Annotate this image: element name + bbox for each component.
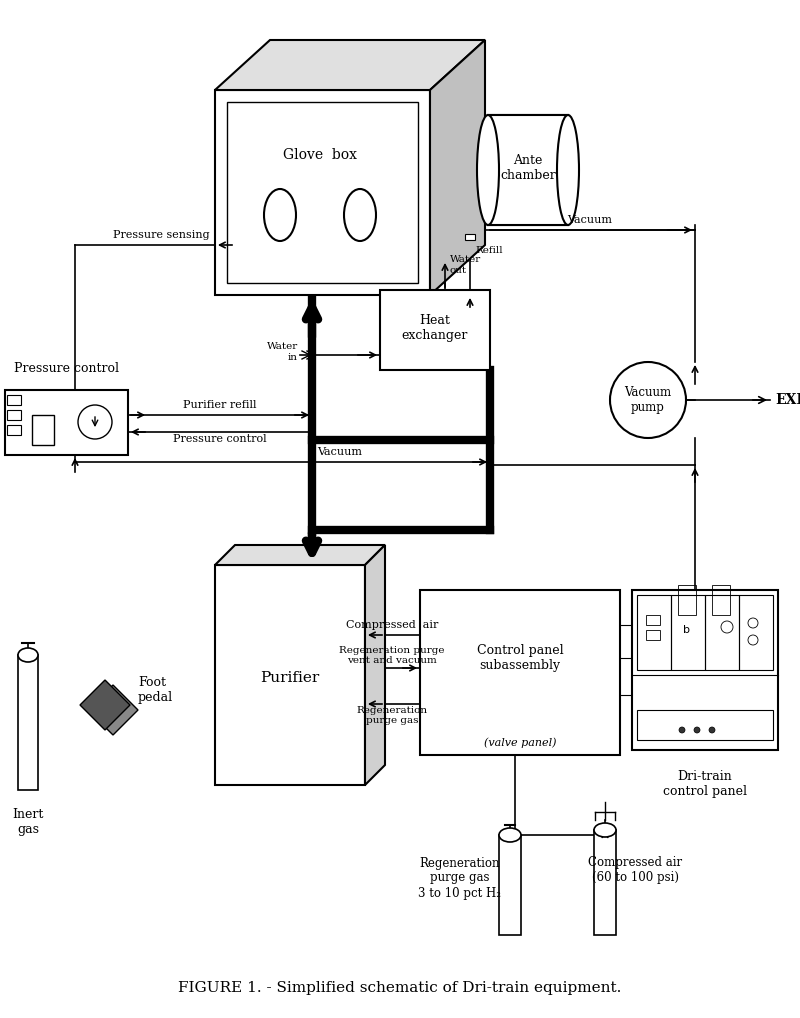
Text: Compressed air
(60 to 100 psi): Compressed air (60 to 100 psi) (588, 856, 682, 884)
Text: Heat
exchanger: Heat exchanger (402, 314, 468, 342)
Polygon shape (215, 90, 430, 295)
Bar (7, 410, 21, 420)
Text: Water
out: Water out (450, 256, 482, 275)
FancyBboxPatch shape (380, 290, 490, 370)
Ellipse shape (18, 648, 38, 662)
Circle shape (78, 405, 112, 439)
Circle shape (610, 362, 686, 438)
Text: Regeneration
purge gas: Regeneration purge gas (357, 706, 427, 726)
Ellipse shape (557, 115, 579, 225)
Text: Control panel
subassembly: Control panel subassembly (477, 644, 563, 672)
Text: Refill: Refill (475, 245, 502, 254)
Bar (7, 425, 21, 435)
Text: EXHAUST: EXHAUST (775, 393, 800, 407)
FancyBboxPatch shape (5, 390, 128, 455)
Polygon shape (215, 40, 485, 90)
Polygon shape (88, 685, 138, 735)
Ellipse shape (264, 189, 296, 241)
Bar (705, 595, 739, 670)
Text: Water
in: Water in (266, 342, 298, 361)
Text: Purifier: Purifier (260, 671, 320, 685)
Text: Vacuum: Vacuum (567, 215, 613, 225)
Bar (637, 710, 773, 740)
Ellipse shape (344, 189, 376, 241)
Text: Inert
gas: Inert gas (12, 808, 44, 836)
Bar (678, 585, 696, 615)
Polygon shape (488, 115, 568, 225)
Ellipse shape (594, 823, 616, 837)
Polygon shape (80, 680, 130, 730)
Bar (465, 234, 475, 240)
Text: (valve panel): (valve panel) (484, 737, 556, 748)
Text: Glove  box: Glove box (283, 148, 357, 162)
FancyBboxPatch shape (420, 590, 620, 755)
Text: Pressure control: Pressure control (173, 434, 267, 444)
Ellipse shape (477, 115, 499, 225)
Bar (739, 595, 773, 670)
Bar (637, 595, 671, 670)
Text: Vacuum: Vacuum (318, 447, 362, 457)
Polygon shape (215, 565, 365, 785)
Circle shape (694, 727, 700, 733)
Text: FIGURE 1. - Simplified schematic of Dri-train equipment.: FIGURE 1. - Simplified schematic of Dri-… (178, 981, 622, 995)
Text: Compressed  air: Compressed air (346, 620, 438, 630)
Bar (499, 835, 521, 935)
Text: b: b (683, 625, 690, 635)
Text: Purifier refill: Purifier refill (183, 400, 257, 410)
Polygon shape (488, 115, 568, 225)
Polygon shape (365, 545, 385, 785)
Text: Foot
pedal: Foot pedal (138, 676, 173, 704)
Text: Pressure control: Pressure control (14, 362, 118, 375)
Text: Pressure sensing: Pressure sensing (114, 230, 210, 240)
Bar (32, 415, 54, 445)
Polygon shape (430, 40, 485, 295)
Bar (671, 595, 705, 670)
Bar (646, 630, 660, 640)
Text: Regeneration purge
vent and vacuum: Regeneration purge vent and vacuum (339, 645, 445, 665)
Text: Ante
chamber: Ante chamber (500, 154, 556, 182)
Ellipse shape (499, 828, 521, 842)
FancyBboxPatch shape (632, 590, 778, 750)
Polygon shape (215, 545, 385, 565)
Bar (18, 655, 38, 790)
Circle shape (679, 727, 685, 733)
Text: Regeneration
purge gas
3 to 10 pct H₂: Regeneration purge gas 3 to 10 pct H₂ (418, 856, 502, 900)
Circle shape (709, 727, 715, 733)
Bar (7, 395, 21, 405)
Text: Dri-train
control panel: Dri-train control panel (663, 770, 747, 798)
Bar (594, 830, 616, 935)
Bar (646, 615, 660, 625)
Bar (712, 585, 730, 615)
Text: Vacuum
pump: Vacuum pump (625, 386, 671, 414)
